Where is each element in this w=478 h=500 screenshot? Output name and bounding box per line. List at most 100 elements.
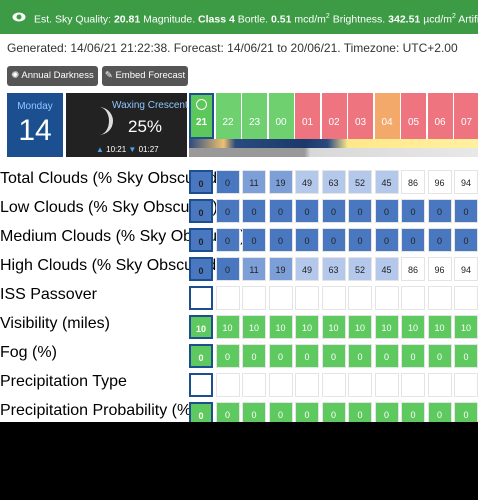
row-label: Precipitation Type <box>0 373 127 390</box>
forecast-cell: 0 <box>295 228 319 252</box>
hour-label: 00 <box>275 117 287 128</box>
sup: 2 <box>325 13 330 20</box>
hour-label: 23 <box>248 117 261 128</box>
forecast-cell: 0 <box>454 228 478 252</box>
forecast-cell <box>401 286 425 310</box>
forecast-cell: 0 <box>189 199 213 223</box>
forecast-cell: 0 <box>268 344 293 368</box>
day-date: 14 <box>18 114 52 147</box>
moon-rise: 10:21 <box>106 145 127 154</box>
moon-set: 01:27 <box>138 145 159 154</box>
annual-darkness-button[interactable]: ✺ Annual Darkness <box>7 66 98 86</box>
hour-label: 04 <box>381 117 393 128</box>
forecast-cell: 0 <box>401 199 425 223</box>
hour-cell <box>348 93 373 139</box>
forecast-cell: 0 <box>242 199 266 223</box>
day-box: Monday 14 <box>7 93 63 157</box>
forecast-cell: 19 <box>268 170 293 194</box>
moon-icon <box>99 107 113 135</box>
forecast-cell: 19 <box>268 257 293 281</box>
text: Bortle. <box>237 13 269 26</box>
forecast-cell: 0 <box>189 344 213 368</box>
forecast-cell: 0 <box>242 344 266 368</box>
hour-cell <box>454 93 478 139</box>
embed-forecast-button[interactable]: ✎ Embed Forecast <box>102 66 188 86</box>
forecast-cell <box>321 373 346 397</box>
forecast-cell <box>427 373 452 397</box>
forecast-cell: 0 <box>268 228 293 252</box>
moon-phase: Waxing Crescent <box>112 100 188 111</box>
forecast-cell <box>215 373 240 397</box>
forecast-cell: 10 <box>427 315 452 339</box>
moon-illumination: 25% <box>128 117 163 136</box>
row-label: Medium Clouds (% Sky Obscured) <box>0 228 246 245</box>
forecast-cell: 0 <box>215 257 240 281</box>
row-label: Low Clouds (% Sky Obscured) <box>0 199 218 216</box>
forecast-cell: 10 <box>268 315 293 339</box>
hour-label: 01 <box>301 117 314 128</box>
hour-cell <box>401 93 426 139</box>
forecast-cell: 0 <box>215 228 240 252</box>
row-label: Total Clouds (% Sky Obscured) <box>0 170 223 187</box>
forecast-cell: 0 <box>401 344 425 368</box>
forecast-cell: 0 <box>454 344 478 368</box>
forecast-cell: 10 <box>374 315 399 339</box>
forecast-cell: 0 <box>215 344 240 368</box>
value: Class 4 <box>198 13 235 26</box>
text: Est. Sky Quality: <box>34 13 112 26</box>
text: Brightness. <box>332 13 386 26</box>
row-label: Visibility (miles) <box>0 315 110 332</box>
hour-cell <box>295 93 320 139</box>
darkness-bar <box>189 139 478 148</box>
forecast-cell: 10 <box>454 315 478 339</box>
hour-cell <box>374 93 400 139</box>
text: µcd/m <box>423 13 453 26</box>
forecast-cell <box>242 373 266 397</box>
forecast-cell: 49 <box>295 257 319 281</box>
forecast-cell <box>268 373 293 397</box>
forecast-cell: 0 <box>427 228 452 252</box>
forecast-cell: 0 <box>242 228 266 252</box>
hour-cell <box>242 93 267 139</box>
forecast-cell: 96 <box>427 257 452 281</box>
forecast-cell: 10 <box>215 315 240 339</box>
value: 20.81 <box>113 13 141 26</box>
forecast-cell: 0 <box>427 199 452 223</box>
forecast-cell <box>189 373 213 397</box>
forecast-cell <box>242 286 266 310</box>
hour-cell <box>189 93 214 139</box>
forecast-cell: 0 <box>321 199 346 223</box>
forecast-cell: 0 <box>374 344 399 368</box>
hour-label: 05 <box>407 117 420 128</box>
forecast-cell: 10 <box>189 315 213 339</box>
row-label: Precipitation Probability (%) <box>0 402 197 419</box>
hour-cell <box>427 93 453 139</box>
eye-icon <box>12 12 26 22</box>
forecast-cell: 0 <box>321 344 346 368</box>
forecast-cell: 10 <box>295 315 319 339</box>
forecast-cell: 0 <box>374 228 399 252</box>
forecast-cell: 52 <box>348 257 372 281</box>
forecast-cell <box>268 286 293 310</box>
text: Magnitude. <box>143 13 196 26</box>
text: mcd/m <box>294 13 326 26</box>
forecast-cell: 0 <box>454 199 478 223</box>
moon-times: ▲ 10:21 ▼ 01:27 <box>96 145 159 154</box>
forecast-cell: 0 <box>295 344 319 368</box>
day-name: Monday <box>17 101 53 112</box>
forecast-cell: 49 <box>295 170 319 194</box>
hour-cell <box>215 93 241 139</box>
forecast-cell: 0 <box>189 228 213 252</box>
hour-label: 03 <box>354 117 367 128</box>
forecast-cell: 0 <box>374 199 399 223</box>
forecast-cell: 0 <box>268 199 293 223</box>
text: Artificial <box>458 13 478 26</box>
forecast-cell: 63 <box>321 257 346 281</box>
forecast-cell: 11 <box>242 170 266 194</box>
clock-icon <box>196 99 207 110</box>
forecast-cell: 10 <box>242 315 266 339</box>
forecast-cell <box>189 286 213 310</box>
forecast-cell <box>295 373 319 397</box>
forecast-cell: 94 <box>454 257 478 281</box>
